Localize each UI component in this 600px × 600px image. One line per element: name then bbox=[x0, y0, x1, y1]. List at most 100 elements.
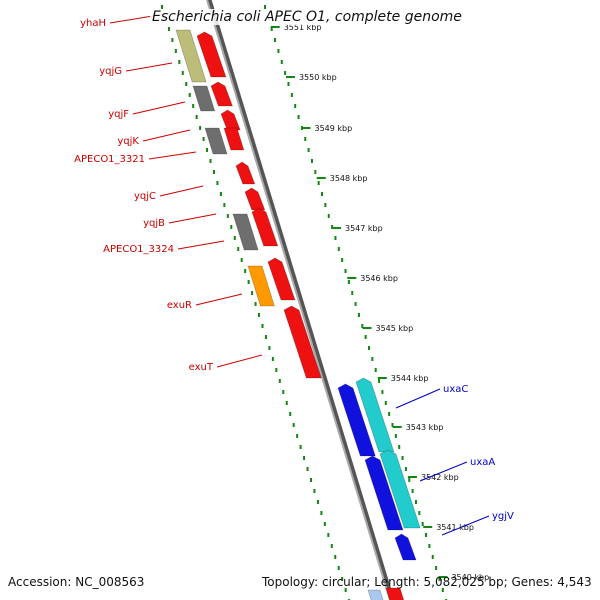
track-dot bbox=[391, 423, 394, 427]
track-dot bbox=[316, 500, 319, 504]
gene-label: APECO1_3321 bbox=[74, 154, 145, 165]
track-dot bbox=[223, 203, 226, 207]
track-dot bbox=[304, 137, 307, 141]
gene-red bbox=[385, 587, 405, 600]
track-dot bbox=[418, 511, 421, 515]
track-dot bbox=[282, 390, 285, 394]
track-dot bbox=[192, 104, 195, 108]
right-dotted-track bbox=[264, 5, 448, 600]
track-dot bbox=[268, 346, 271, 350]
track-dot bbox=[278, 379, 281, 383]
track-dot bbox=[299, 445, 302, 449]
track-dot bbox=[388, 412, 391, 416]
tick-label: 3551 kbp bbox=[284, 23, 322, 32]
track-dot bbox=[287, 82, 290, 86]
track-dot bbox=[216, 181, 219, 185]
gene-label: yqjG bbox=[99, 66, 122, 77]
track-dot bbox=[428, 544, 431, 548]
label-leader bbox=[132, 101, 186, 115]
track-dot bbox=[431, 555, 434, 559]
track-dot bbox=[441, 588, 444, 592]
gene-red bbox=[196, 31, 227, 78]
track-dot bbox=[174, 49, 177, 53]
track-dot bbox=[264, 335, 267, 339]
track-dot bbox=[368, 346, 371, 350]
track-dot bbox=[307, 148, 310, 152]
gene-features bbox=[175, 29, 421, 600]
track-dot bbox=[364, 335, 367, 339]
tick-label: 3549 kbp bbox=[315, 124, 353, 133]
track-dot bbox=[209, 159, 212, 163]
track-dot bbox=[277, 49, 280, 53]
track-dot bbox=[271, 357, 274, 361]
track-dot bbox=[294, 104, 297, 108]
track-dot bbox=[320, 511, 323, 515]
track-dot bbox=[341, 258, 344, 262]
label-leader bbox=[216, 354, 263, 368]
gene-label: APECO1_3324 bbox=[103, 244, 174, 255]
gene-blue bbox=[364, 455, 404, 531]
track-dot bbox=[264, 5, 266, 9]
label-leader bbox=[441, 515, 490, 536]
track-dot bbox=[398, 445, 401, 449]
label-leader bbox=[142, 129, 191, 142]
track-dot bbox=[237, 247, 240, 251]
track-dot bbox=[167, 27, 170, 31]
label-leader bbox=[168, 213, 217, 224]
tick-label: 3550 kbp bbox=[299, 73, 337, 82]
label-leader bbox=[195, 293, 243, 306]
track-dot bbox=[381, 390, 384, 394]
track-dot bbox=[327, 214, 330, 218]
track-dot bbox=[185, 82, 188, 86]
track-dot bbox=[310, 159, 313, 163]
track-dot bbox=[313, 489, 316, 493]
track-dot bbox=[401, 456, 404, 460]
track-dot bbox=[289, 412, 292, 416]
track-dot bbox=[317, 181, 320, 185]
tick-label: 3545 kbp bbox=[376, 324, 414, 333]
track-dot bbox=[341, 577, 344, 581]
track-dot bbox=[178, 60, 181, 64]
genome-backbone-highlight bbox=[206, 0, 391, 600]
track-dot bbox=[206, 148, 209, 152]
gene-label: yqjK bbox=[117, 136, 139, 147]
track-dot bbox=[306, 467, 309, 471]
track-dot bbox=[309, 478, 312, 482]
gene-label: yqjF bbox=[108, 109, 129, 120]
track-dot bbox=[374, 368, 377, 372]
track-dot bbox=[270, 27, 273, 31]
track-dot bbox=[321, 192, 324, 196]
gene-label: yqjB bbox=[143, 218, 165, 229]
gene-red bbox=[223, 127, 245, 151]
track-dot bbox=[334, 236, 337, 240]
gene-gray bbox=[204, 127, 228, 155]
gene-orange bbox=[247, 265, 275, 307]
gene-label: uxaC bbox=[443, 384, 468, 395]
gene-gray bbox=[232, 213, 259, 251]
kbp-ticks: 3551 kbp 3550 kbp 3549 kbp 3548 kbp 3547 kbp… bbox=[270, 23, 489, 582]
tick-label: 3543 kbp bbox=[406, 423, 444, 432]
gene-cyan bbox=[355, 377, 395, 453]
label-leader bbox=[159, 185, 204, 197]
gene-red bbox=[251, 207, 279, 247]
tick-label: 3542 kbp bbox=[421, 473, 459, 482]
tick-label: 3547 kbp bbox=[345, 224, 383, 233]
track-dot bbox=[247, 280, 250, 284]
gene-red bbox=[210, 81, 234, 107]
track-dot bbox=[323, 522, 326, 526]
track-dot bbox=[161, 5, 163, 9]
gene-olive bbox=[175, 29, 207, 83]
tick-label: 3548 kbp bbox=[330, 174, 368, 183]
gene-gray bbox=[192, 85, 216, 112]
track-dot bbox=[354, 302, 357, 306]
track-dot bbox=[404, 467, 407, 471]
track-dot bbox=[414, 500, 417, 504]
track-dot bbox=[212, 170, 215, 174]
gene-label: yhaH bbox=[80, 18, 106, 29]
track-dot bbox=[327, 533, 330, 537]
track-dot bbox=[351, 291, 354, 295]
track-dot bbox=[371, 357, 374, 361]
topology-text: Topology: circular; Length: 5,082,025 bp… bbox=[262, 575, 592, 589]
track-dot bbox=[347, 280, 350, 284]
track-dot bbox=[274, 38, 277, 42]
